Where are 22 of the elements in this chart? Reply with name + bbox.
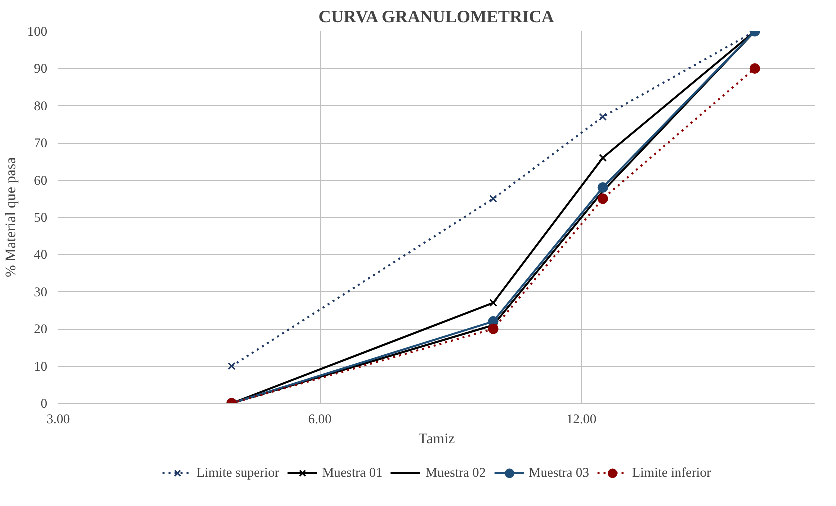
y-tick-label: 80 [34, 98, 48, 114]
y-axis-title: % Material que pasa [4, 156, 20, 278]
y-tick-label: 50 [34, 210, 48, 225]
x-tick-label: 12.00 [566, 412, 597, 426]
x-axis-title: Tamiz [418, 432, 456, 448]
y-tick-label: 20 [34, 322, 48, 337]
x-tick-label: 6.00 [308, 412, 332, 426]
legend-label: Limite superior [196, 465, 280, 481]
y-tick-label: 70 [34, 136, 48, 151]
chart-title: CURVA GRANULOMETRICA [318, 8, 555, 26]
y-tick-label: 40 [34, 247, 48, 262]
legend-label: Muestra 01 [322, 465, 383, 481]
legend-label: Muestra 03 [529, 465, 590, 481]
legend-label: Limite inferior [632, 465, 712, 481]
y-tick-label: 0 [40, 396, 48, 411]
x-tick-label: 3.00 [46, 412, 70, 426]
y-tick-label: 100 [28, 24, 48, 39]
y-tick-label: 10 [34, 358, 48, 374]
y-tick-label: 30 [34, 284, 48, 300]
y-tick-label: 60 [34, 172, 48, 188]
legend-label: Muestra 02 [426, 465, 486, 481]
y-tick-label: 90 [34, 61, 48, 76]
